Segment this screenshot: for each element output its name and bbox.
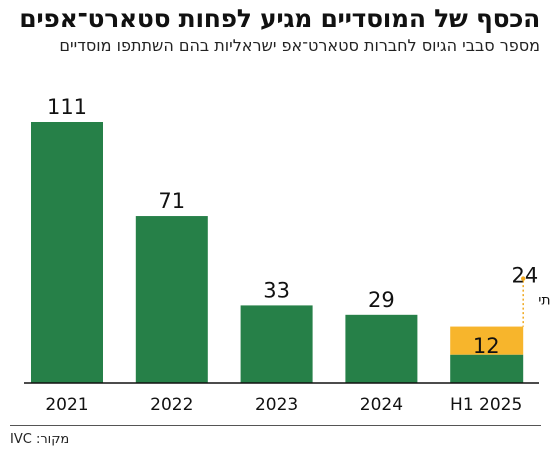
projection-bar <box>450 326 524 355</box>
bar-2021 <box>31 122 103 383</box>
value-label: 33 <box>263 278 290 302</box>
source-note: מקור: IVC <box>10 432 70 447</box>
value-label: 111 <box>47 95 87 119</box>
chart-title: הכסף של המוסדיים מגיע לפחות סטארט־אפים <box>19 4 540 33</box>
value-label: 29 <box>368 288 395 312</box>
chart-subtitle: מספר סבבי הגיוס לחברות סטארט־אפ ישראליות… <box>59 36 540 55</box>
value-label: 12 <box>473 334 500 358</box>
projection-marker-dot <box>521 276 526 281</box>
bar-2023 <box>240 305 313 383</box>
bar-2024 <box>345 314 418 383</box>
projection-value-label: 24 <box>511 264 538 288</box>
footer-divider <box>10 425 541 426</box>
x-tick-label: H1 2025 <box>450 395 522 415</box>
bar-h1-2025 <box>450 354 524 383</box>
projection-label: קצב שנתי <box>538 293 550 309</box>
x-tick-label: 2023 <box>255 395 298 415</box>
bar-2022 <box>135 216 208 383</box>
x-tick-label: 2021 <box>45 395 88 415</box>
x-tick-label: 2024 <box>360 395 403 415</box>
x-tick-label: 2022 <box>150 395 193 415</box>
value-label: 71 <box>158 189 185 213</box>
